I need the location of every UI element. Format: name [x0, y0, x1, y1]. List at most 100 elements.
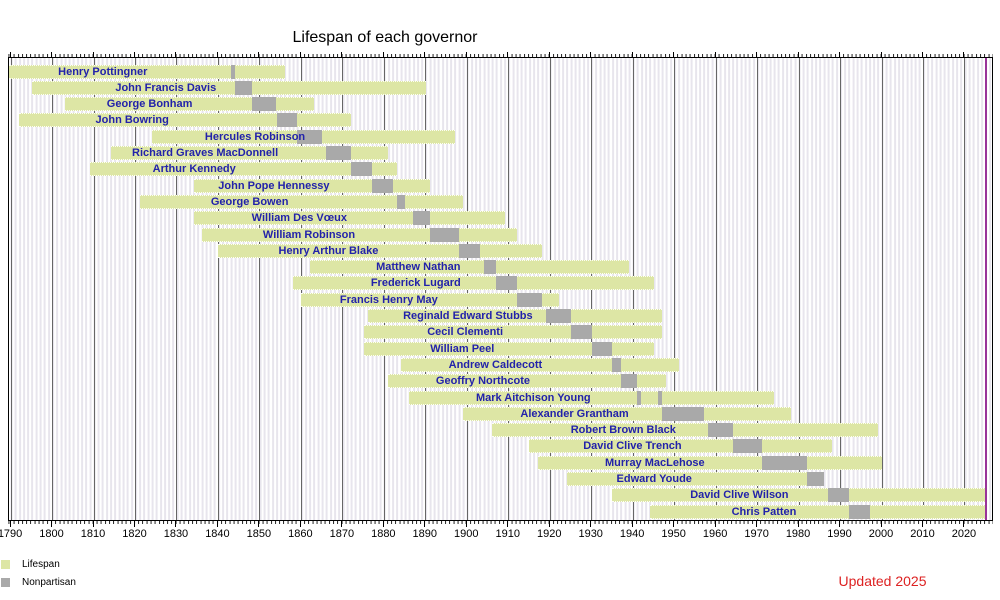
- major-tick-top: [921, 52, 923, 57]
- nonpartisan-term-bar: [546, 309, 571, 323]
- nonpartisan-term-bar: [662, 406, 704, 421]
- x-axis-tick-label: 1950: [661, 528, 686, 540]
- nonpartisan-term-bar: [371, 178, 393, 193]
- updated-note: Updated 2025: [838, 573, 927, 589]
- governor-name-label[interactable]: Francis Henry May: [339, 293, 438, 306]
- plot-area: Henry Pottingner John Francis Davis George…: [8, 57, 993, 521]
- major-tick-top: [382, 52, 384, 57]
- lifespan-bar: [363, 325, 663, 340]
- major-tick-top: [797, 52, 799, 57]
- major-tick-top: [673, 52, 675, 57]
- major-tick-bottom: [51, 521, 53, 527]
- governor-name-label[interactable]: Arthur Kennedy: [152, 163, 236, 176]
- major-tick-bottom: [92, 521, 94, 527]
- governor-name-label[interactable]: Chris Patten: [731, 505, 797, 518]
- governor-name-label[interactable]: George Bonham: [106, 98, 193, 111]
- nonpartisan-term-bar: [297, 129, 323, 144]
- governor-name-label[interactable]: William Robinson: [262, 228, 356, 241]
- lifespan-bar: [612, 488, 986, 503]
- major-tick-top: [424, 52, 426, 57]
- x-axis-tick-label: 1830: [163, 528, 189, 540]
- lifespan-bar: [293, 276, 654, 291]
- lifespan-bar: [649, 504, 986, 519]
- lifespan-bar: [193, 211, 505, 226]
- lifespan-bar: [400, 357, 679, 372]
- governor-name-label[interactable]: David Clive Wilson: [690, 489, 789, 502]
- lifespan-bar: [9, 64, 285, 79]
- x-axis-tick-label: 1880: [371, 528, 396, 540]
- governor-name-label[interactable]: Geoffry Northcote: [435, 375, 531, 388]
- governor-name-label[interactable]: Andrew Caldecott: [448, 358, 543, 371]
- governor-name-label[interactable]: David Clive Trench: [583, 440, 682, 453]
- lifespan-bar: [537, 455, 882, 470]
- x-axis-tick-label: 1840: [205, 528, 230, 540]
- decade-gridline: [134, 58, 136, 520]
- governor-name-label[interactable]: John Bowring: [95, 114, 169, 127]
- legend-label: Nonpartisan: [22, 577, 76, 588]
- lifespan-bar: [201, 227, 518, 242]
- major-tick-top: [9, 52, 11, 57]
- decade-gridline: [10, 58, 12, 520]
- major-tick-bottom: [963, 521, 965, 527]
- governor-name-label[interactable]: George Bowen: [210, 195, 289, 208]
- minor-ticks-top: [8, 54, 993, 57]
- governor-name-label[interactable]: William Peel: [430, 342, 495, 355]
- major-tick-bottom: [341, 521, 343, 527]
- nonpartisan-term-bar: [637, 390, 642, 405]
- lifespan-bar: [89, 162, 397, 177]
- x-axis-tick-label: 1980: [785, 528, 811, 540]
- decade-gridline: [964, 58, 966, 520]
- governor-name-label[interactable]: Edward Youde: [616, 473, 692, 485]
- lifespan-bar: [31, 80, 426, 95]
- governor-name-label[interactable]: Matthew Nathan: [376, 261, 461, 274]
- x-axis-tick-label: 1930: [578, 528, 603, 540]
- governor-name-label[interactable]: Henry Arthur Blake: [278, 244, 379, 257]
- governor-name-label[interactable]: Hercules Robinson: [204, 130, 306, 143]
- major-tick-bottom: [424, 521, 426, 527]
- major-tick-top: [839, 52, 841, 57]
- nonpartisan-term-bar: [732, 439, 762, 454]
- nonpartisan-term-bar: [396, 194, 406, 209]
- nonpartisan-term-bar: [458, 243, 480, 258]
- major-tick-bottom: [382, 521, 384, 527]
- x-axis-tick-label: 2010: [910, 528, 935, 540]
- lifespan-bar: [193, 178, 430, 193]
- major-tick-top: [341, 52, 343, 57]
- legend-label: Lifespan: [22, 559, 60, 570]
- governor-name-label[interactable]: Alexander Grantham: [520, 407, 629, 420]
- governor-name-label[interactable]: William Des Vœux: [251, 212, 347, 225]
- major-tick-top: [507, 52, 509, 57]
- nonpartisan-term-bar: [230, 64, 236, 79]
- major-tick-top: [299, 52, 301, 57]
- governor-name-label[interactable]: John Pope Hennessy: [218, 179, 330, 192]
- governor-name-label[interactable]: John Francis Davis: [115, 81, 217, 94]
- major-tick-top: [631, 52, 633, 57]
- x-axis-tick-label: 1810: [80, 528, 106, 540]
- major-tick-bottom: [880, 521, 882, 527]
- x-axis-tick-label: 1850: [246, 528, 272, 540]
- governor-name-label[interactable]: Frederick Lugard: [370, 277, 461, 290]
- major-tick-bottom: [756, 521, 758, 527]
- x-axis-tick-label: 1790: [0, 528, 23, 540]
- decade-gridline: [881, 58, 883, 520]
- governor-name-label[interactable]: Robert Brown Black: [570, 424, 676, 437]
- decade-gridline: [757, 58, 759, 520]
- governor-name-label[interactable]: Richard Graves MacDonnell: [132, 147, 279, 159]
- governor-name-label[interactable]: Mark Aitchison Young: [475, 391, 591, 404]
- x-axis-tick-label: 1960: [702, 528, 728, 540]
- major-tick-top: [548, 52, 550, 57]
- governor-name-label[interactable]: Cecil Clementi: [427, 326, 504, 339]
- lifespan-bar: [463, 406, 791, 421]
- major-tick-bottom: [921, 521, 923, 527]
- governor-name-label[interactable]: Murray MacLehose: [605, 456, 705, 469]
- nonpartisan-term-bar: [235, 80, 252, 95]
- x-axis-tick-label: 1860: [288, 528, 313, 540]
- major-tick-top: [963, 52, 965, 57]
- x-axis-tick-label: 1970: [744, 528, 769, 540]
- governor-name-label[interactable]: Henry Pottingner: [58, 65, 148, 78]
- major-tick-bottom: [631, 521, 633, 527]
- lifespan-bar: [409, 390, 775, 405]
- governor-name-label[interactable]: Reginald Edward Stubbs: [403, 310, 533, 322]
- nonpartisan-term-bar: [807, 472, 824, 486]
